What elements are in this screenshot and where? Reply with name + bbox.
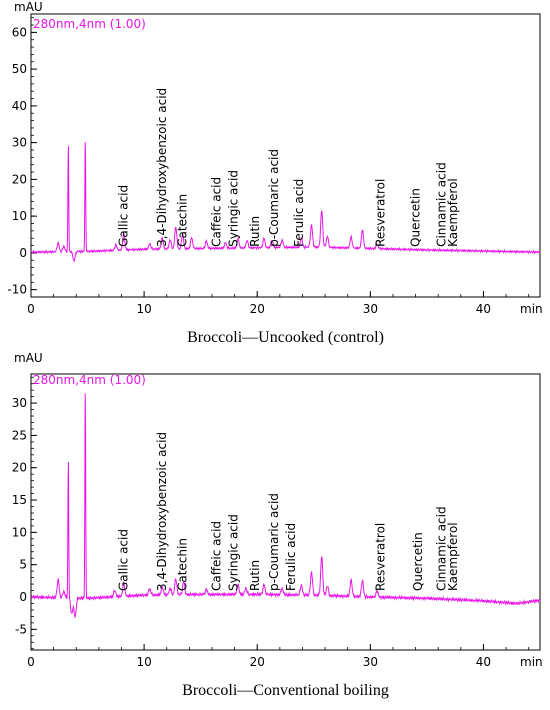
x-tick-label: 30 (363, 655, 378, 669)
channel-label: 280nm,4nm (1.00) (33, 17, 146, 31)
peak-label: Gallic acid (117, 529, 131, 591)
peak-label: Gallic acid (117, 185, 131, 247)
peak-label: p-Coumaric acid (267, 493, 281, 591)
x-tick-label: 30 (363, 302, 378, 316)
y-tick-label: 30 (12, 136, 27, 150)
y-tick-label: 40 (12, 99, 27, 113)
peak-label: 3,4-Dihydroxybenzoic acid (155, 432, 169, 591)
peak-label: Catechin (176, 538, 190, 591)
y-tick-label: 15 (12, 493, 27, 507)
chart-title: Broccoli—Uncooked (control) (187, 329, 384, 346)
peak-label: 3,4-Dihydroxybenzoic acid (155, 88, 169, 247)
y-axis-label: mAU (14, 0, 43, 14)
peak-label: Resveratrol (374, 523, 388, 591)
peak-label: Cinnamic acid (435, 506, 449, 591)
x-tick-label: 20 (250, 655, 265, 669)
peak-label: Resveratrol (374, 179, 388, 247)
y-tick-label: 60 (12, 25, 27, 39)
x-axis-label: min (520, 655, 543, 669)
y-tick-label: 0 (19, 246, 27, 260)
y-axis-label: mAU (14, 351, 43, 365)
chromatogram-trace (30, 393, 541, 618)
x-tick-label: 0 (27, 302, 35, 316)
x-tick-label: 40 (476, 655, 491, 669)
y-tick-label: 10 (12, 525, 27, 539)
x-tick-label: 0 (27, 655, 35, 669)
peak-label: Quercetin (411, 532, 425, 591)
peak-label: Kaempferol (446, 522, 460, 591)
peak-label: p-Coumaric acid (267, 149, 281, 247)
peak-label: Syringic acid (226, 514, 240, 591)
y-tick-label: -10 (7, 283, 27, 297)
peak-label: Ferulic acid (284, 523, 298, 591)
peak-label: Rutin (248, 560, 262, 591)
x-tick-label: 20 (250, 302, 265, 316)
x-tick-label: 10 (136, 655, 151, 669)
peak-label: Caffeic acid (210, 177, 224, 247)
peak-label: Catechin (176, 194, 190, 247)
y-tick-label: 20 (12, 172, 27, 186)
channel-label: 280nm,4nm (1.00) (33, 373, 146, 387)
peak-label: Rutin (248, 216, 262, 247)
y-tick-label: -5 (15, 622, 27, 636)
peak-label: Cinnamic acid (435, 162, 449, 247)
plot-frame (30, 13, 541, 298)
panel-conventional-boiling: -5 0 5 10 15 20 25 30 0 10 20 30 40 mAU min 280nm,4nm (… (12, 351, 543, 699)
y-tick-label: 25 (12, 428, 27, 442)
x-tick-label: 40 (476, 302, 491, 316)
plot-frame (30, 373, 541, 651)
peak-label: Syringic acid (226, 170, 240, 247)
y-tick-label: 50 (12, 62, 27, 76)
x-tick-label: 10 (136, 302, 151, 316)
y-tick-label: 20 (12, 461, 27, 475)
y-tick-label: 10 (12, 209, 27, 223)
peak-label: Ferulic acid (292, 179, 306, 247)
chromatogram-trace (30, 142, 541, 263)
peak-label: Kaempferol (446, 178, 460, 247)
y-tick-label: 5 (19, 558, 27, 572)
peak-label: Caffeic acid (210, 521, 224, 591)
chart-title: Broccoli—Conventional boiling (182, 682, 389, 699)
y-tick-label: 30 (12, 396, 27, 410)
x-axis-label: min (520, 302, 543, 316)
peak-label: Quercetin (409, 188, 423, 247)
y-tick-label: 0 (19, 590, 27, 604)
